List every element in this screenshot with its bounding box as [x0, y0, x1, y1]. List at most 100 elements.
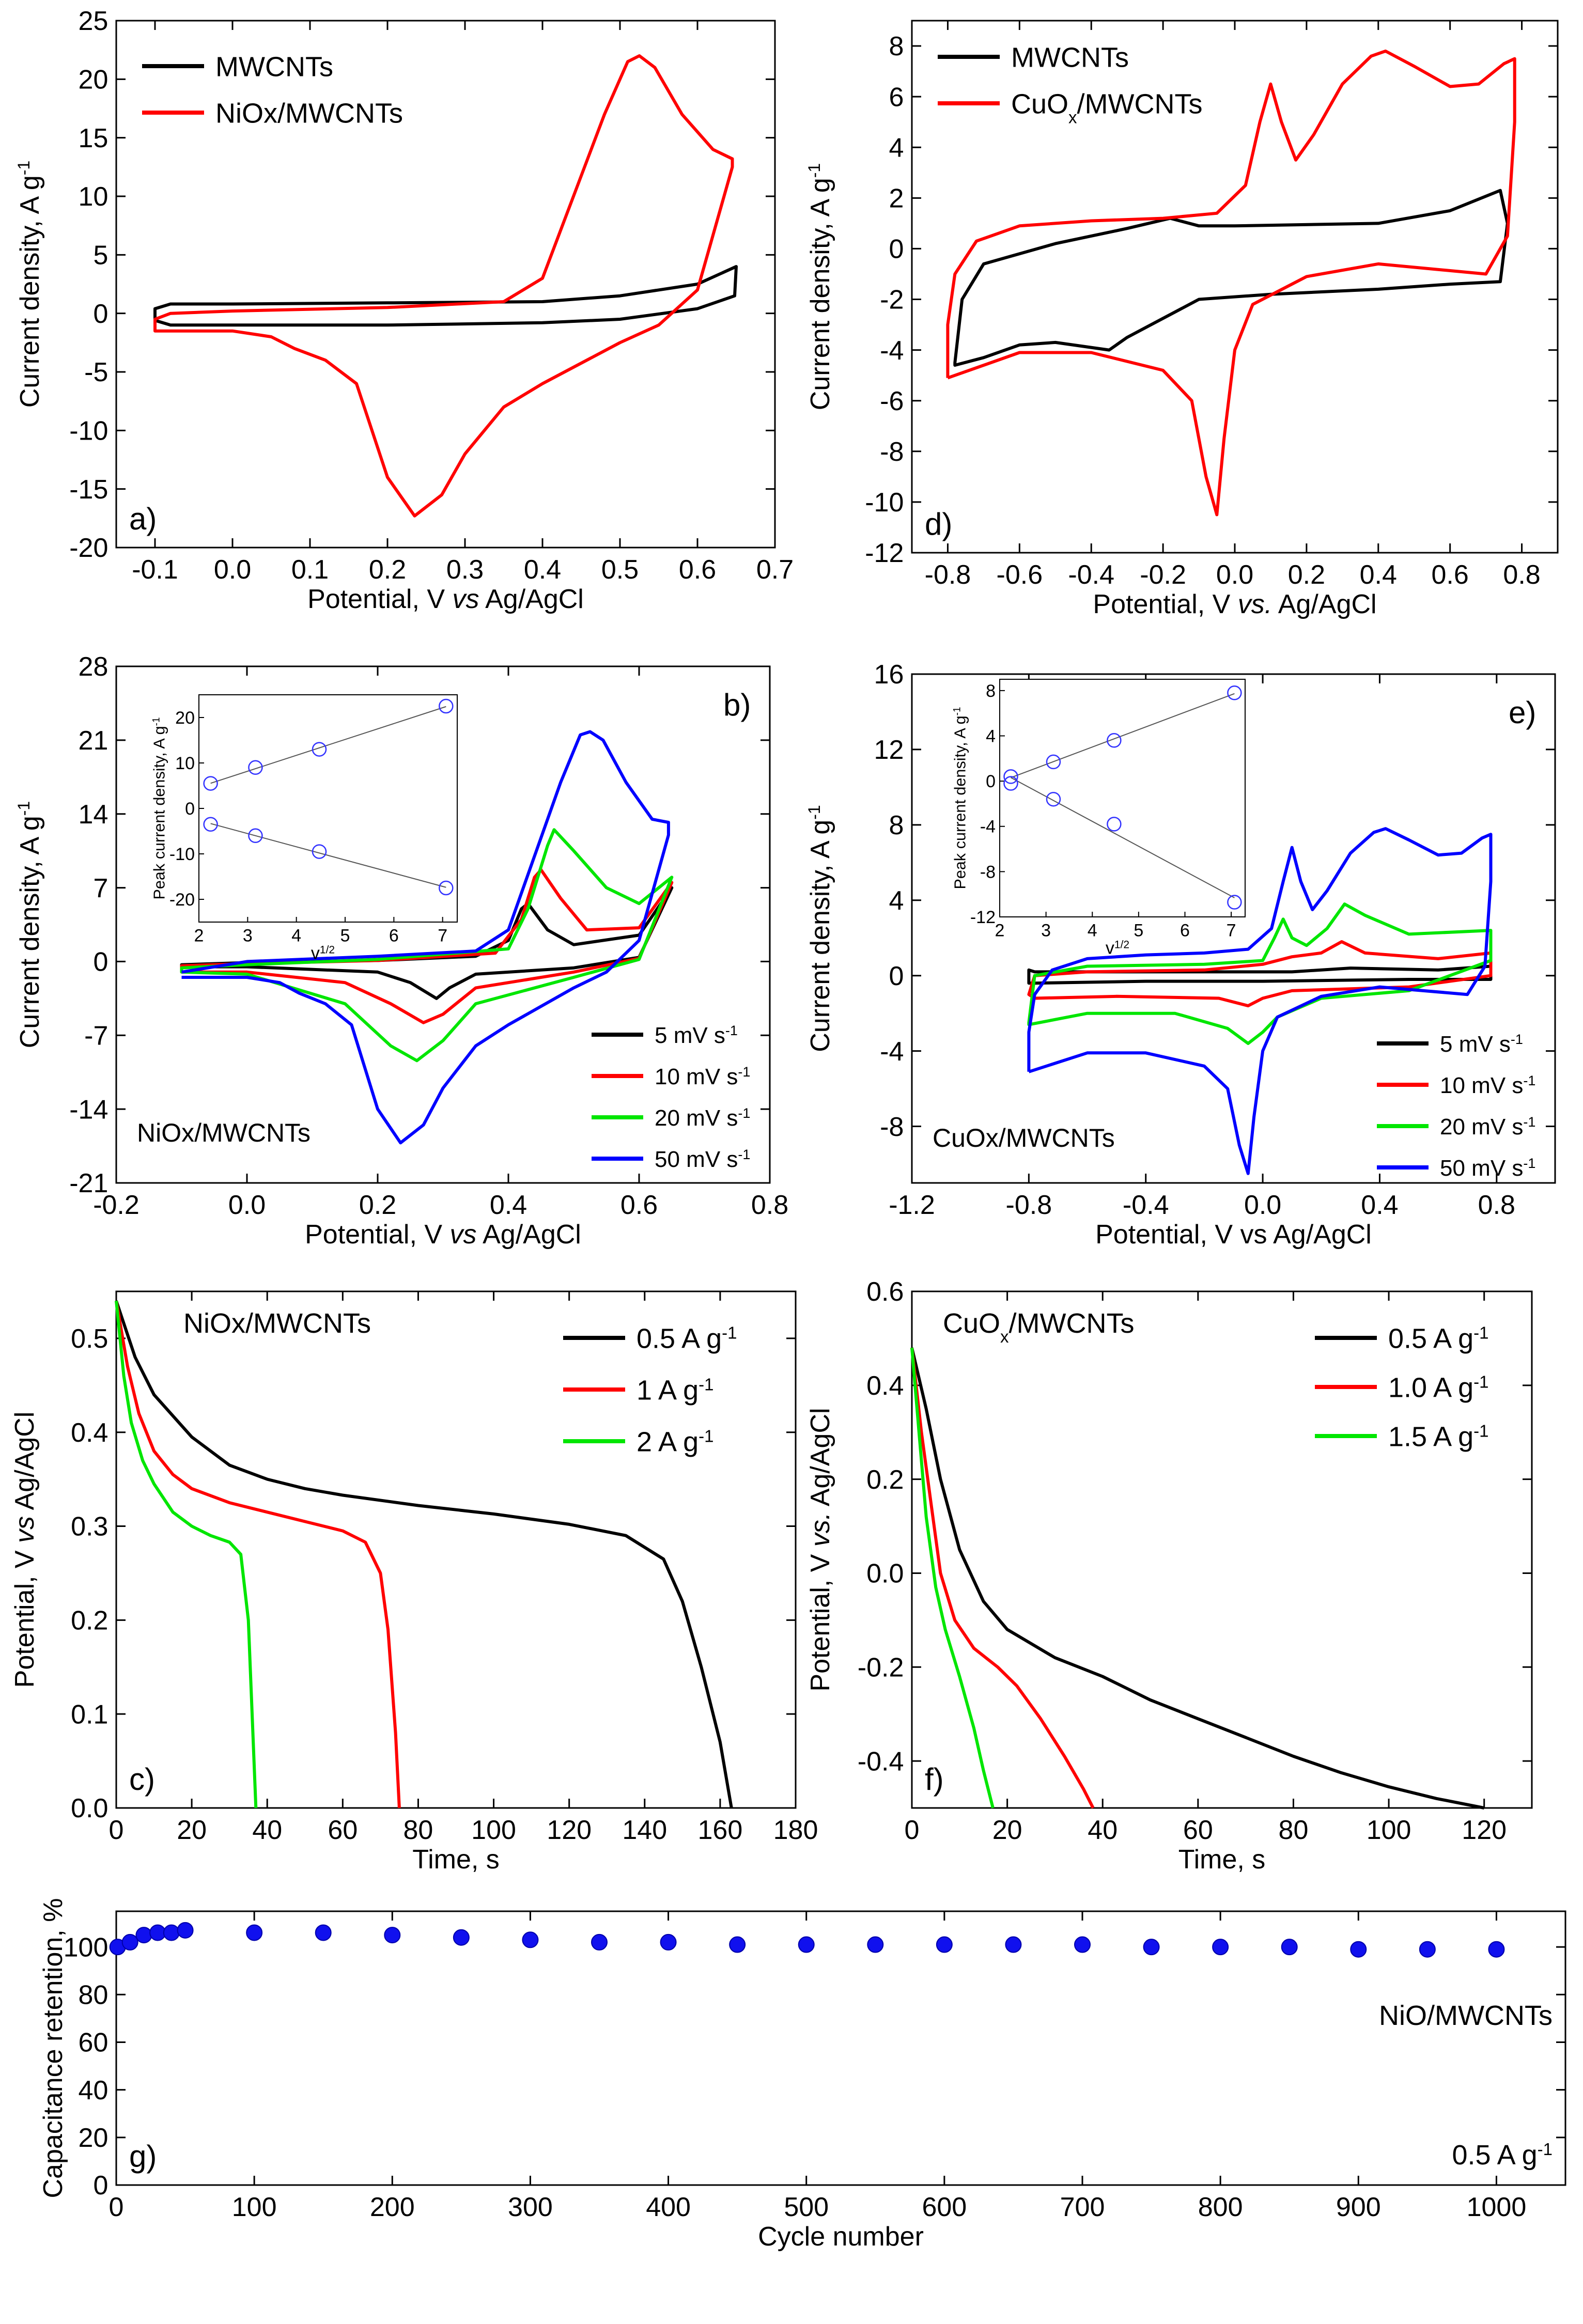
legend-label-1: 0.5 A g-1	[637, 1323, 737, 1354]
x-axis-title: Potential, V vs Ag/AgCl	[305, 1220, 581, 1250]
y-tick-label: 12	[874, 735, 904, 765]
text-part: vs.	[1238, 589, 1272, 619]
text-part: x	[1068, 107, 1077, 127]
y-tick-label: 16	[874, 660, 904, 690]
y-tick-label: 6	[889, 82, 904, 112]
y-tick-label: 2	[889, 184, 904, 214]
plot-frame	[911, 1290, 1533, 1809]
text-part: 0.5 A g	[1452, 2140, 1537, 2171]
inset-x-tick-label: 3	[1041, 921, 1051, 940]
text-part: -1	[738, 1147, 750, 1162]
x-tick-label: 0.0	[214, 555, 251, 585]
y-axis-title: Current density, A g-1	[805, 805, 835, 1052]
series-line-2	[1027, 940, 1493, 1008]
x-tick-label: -0.8	[1006, 1190, 1052, 1220]
x-axis-title: Potential, V vs Ag/AgCl	[1095, 1220, 1372, 1250]
text-part: 20 mV s	[1440, 1114, 1523, 1140]
legend-label-4: 50 mV s-1	[1440, 1156, 1535, 1181]
x-tick-label: 60	[1183, 1815, 1213, 1845]
text-part: Current density, A g	[805, 178, 835, 410]
inset-x-tick-label: 5	[1134, 921, 1143, 940]
y-tick-label: -6	[880, 386, 904, 416]
data-point	[149, 1924, 166, 1941]
text-part: -1	[1473, 1421, 1488, 1440]
legend-label-1: MWCNTs	[1011, 42, 1129, 73]
x-tick-label: 140	[622, 1815, 667, 1845]
text-part: 0.5 A g	[1388, 1323, 1473, 1354]
y-tick-label: 0.4	[71, 1418, 108, 1448]
text-part: Peak current density, A g	[151, 726, 168, 899]
text-part: vs	[453, 584, 479, 614]
panel-label: f)	[925, 1762, 944, 1797]
inset-point-anodic	[1003, 769, 1018, 784]
data-point	[591, 1933, 608, 1951]
panel-label: a)	[129, 502, 157, 536]
x-tick-label: 0.7	[756, 555, 794, 585]
y-tick-label: 25	[79, 6, 108, 36]
text-part: c)	[129, 1762, 155, 1797]
text-part: 10 mV s	[1440, 1073, 1523, 1098]
x-tick-label: 0.0	[228, 1190, 266, 1220]
text-part: 20 mV s	[655, 1105, 738, 1131]
annotation-current: 0.5 A g-1	[1452, 2140, 1553, 2171]
inset-y-tick-label: 0	[185, 799, 195, 819]
x-tick-label: 120	[547, 1815, 592, 1845]
y-tick-label: 0.1	[71, 1699, 108, 1729]
text-part: 1 A g	[637, 1375, 699, 1406]
text-part: -1	[699, 1426, 713, 1445]
data-point	[163, 1924, 180, 1941]
x-tick-label: 40	[1088, 1815, 1118, 1845]
y-tick-label: 40	[79, 2076, 108, 2105]
x-tick-label: 400	[646, 2192, 691, 2222]
inset-point-anodic	[439, 698, 454, 714]
legend-label-3: 2 A g-1	[637, 1426, 713, 1458]
plot-frame	[115, 1290, 797, 1809]
text-part: MWCNTs	[215, 51, 333, 82]
y-tick-label: 8	[889, 810, 904, 840]
text-part: -1	[725, 1023, 738, 1038]
inset-point-cathodic	[248, 828, 263, 844]
inset-point-cathodic	[312, 844, 327, 859]
text-part: -1	[738, 1105, 750, 1121]
text-part: NiOx/MWCNTs	[137, 1118, 311, 1147]
text-part: -1	[952, 707, 963, 715]
text-part: Current density, A g	[15, 816, 45, 1048]
series-line-2	[115, 1300, 401, 1808]
text-part: CuO	[943, 1308, 1000, 1339]
inset-y-axis-title: Peak current density, A g-1	[952, 707, 969, 889]
legend-label-1: 0.5 A g-1	[1388, 1323, 1489, 1354]
x-tick-label: -0.2	[1140, 560, 1186, 590]
x-tick-label: 0.2	[369, 555, 406, 585]
inset-y-tick-label: -12	[970, 908, 996, 927]
inset-y-tick-label: 0	[986, 772, 996, 791]
x-tick-label: 0.6	[679, 555, 716, 585]
x-tick-label: -0.8	[925, 560, 971, 590]
text-part: -1	[738, 1064, 750, 1080]
text-part: 0.5 A g	[637, 1323, 722, 1354]
legend-label-1: 5 mV s-1	[1440, 1032, 1523, 1057]
x-tick-label: 0	[905, 1815, 920, 1845]
data-point	[121, 1933, 138, 1951]
text-part: Peak current density, A g	[952, 715, 969, 889]
text-part: -1	[1473, 1323, 1488, 1342]
inset-x-tick-label: 2	[194, 926, 204, 945]
text-part: Potential, V vs Ag/AgCl	[1095, 1220, 1372, 1250]
series-line-3	[1027, 902, 1493, 1045]
x-tick-label: 0.6	[620, 1190, 658, 1220]
x-tick-label: 700	[1060, 2192, 1105, 2222]
x-tick-label: 100	[232, 2192, 277, 2222]
data-point	[315, 1924, 332, 1941]
data-point	[1212, 1939, 1229, 1956]
panel-label: e)	[1509, 695, 1536, 730]
y-tick-label: 7	[93, 874, 108, 903]
y-tick-label: 20	[79, 65, 108, 95]
text-part: Ag/AgCl	[10, 1412, 40, 1516]
y-tick-label: 60	[79, 2028, 108, 2058]
x-tick-label: 120	[1462, 1815, 1507, 1845]
x-tick-label: -0.1	[132, 555, 178, 585]
x-tick-label: 0.4	[490, 1190, 527, 1220]
text-part: CuO	[1011, 88, 1068, 119]
y-tick-label: -10	[69, 416, 108, 446]
text-part: f)	[925, 1762, 944, 1797]
x-axis-title: Potential, V vs Ag/AgCl	[307, 584, 584, 614]
